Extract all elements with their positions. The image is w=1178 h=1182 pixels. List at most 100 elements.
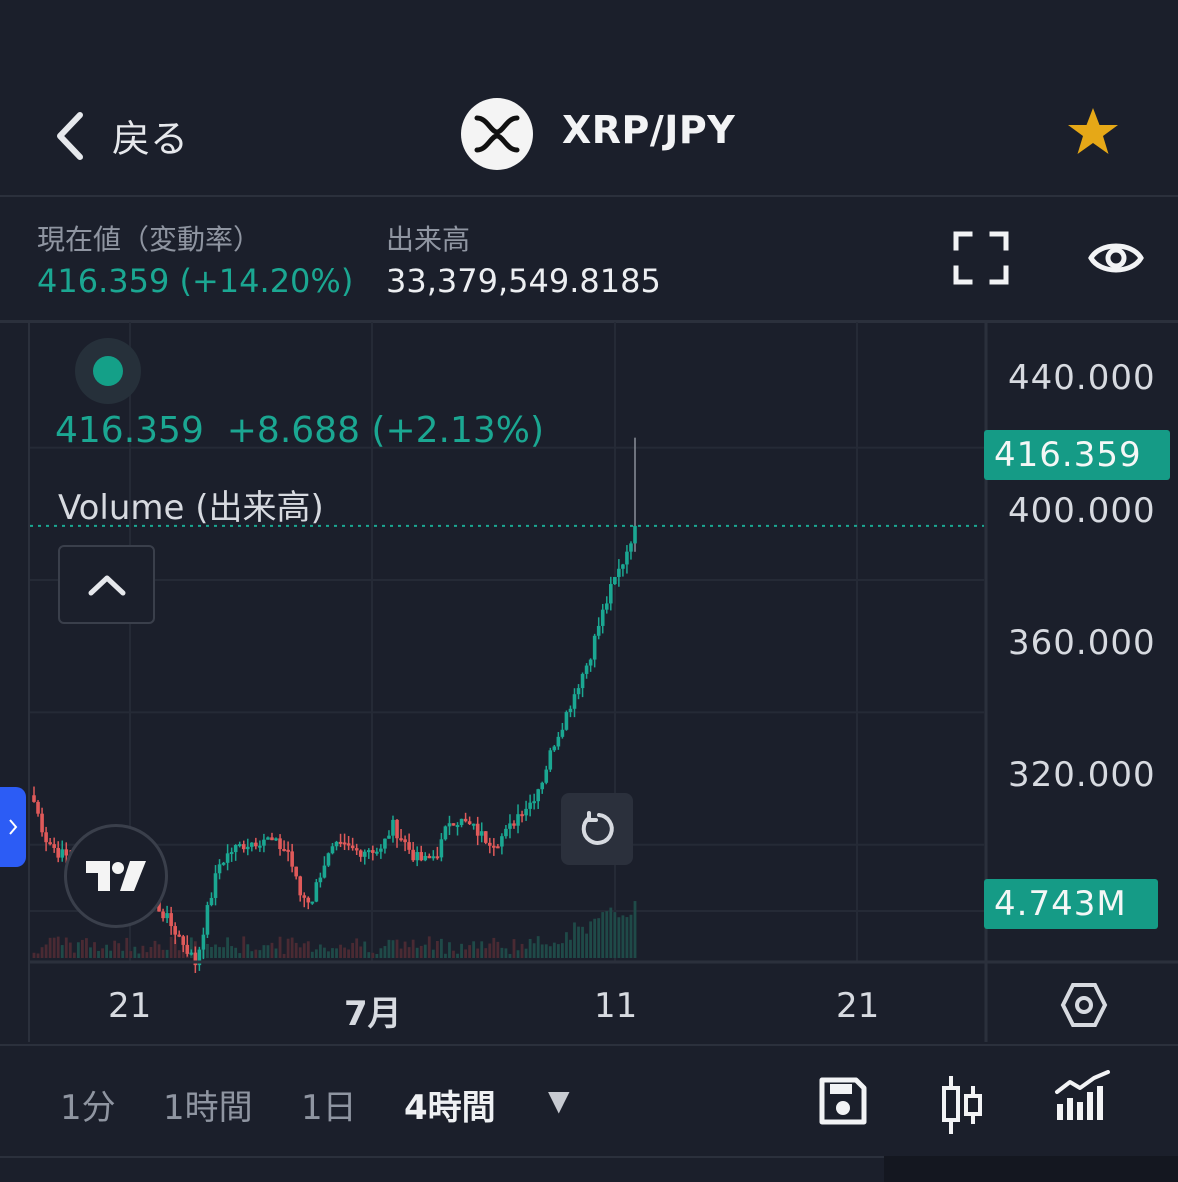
candle-body [600,609,605,626]
volume-bar [258,950,262,958]
volume-bar [512,939,516,958]
volume-bar [496,941,500,958]
candle-body [492,845,496,848]
volume-bar [298,947,302,958]
volume-bar [52,937,56,958]
candle-body [536,789,540,802]
candle-body [266,837,270,840]
candle-body [431,856,436,859]
volume-bar [266,945,270,958]
tradingview-logo-icon[interactable] [64,824,168,928]
back-button[interactable]: 戻る [52,108,188,163]
volume-bar [85,938,88,958]
volume-bar [540,944,544,958]
candle-body [225,853,230,863]
legend-status-dot [93,356,123,386]
volume-bar [56,936,60,958]
side-panel-handle[interactable] [0,787,26,867]
candle-body [447,823,452,827]
candle-body [326,853,331,866]
candle-body [165,913,169,919]
candle-body [588,659,593,666]
candle-body [423,855,428,861]
star-icon[interactable] [1066,106,1120,167]
volume-bar [294,942,298,958]
volume-bar [427,936,431,958]
candle-body [475,823,480,836]
volume-bar [621,915,625,958]
candle-body [608,584,613,604]
timeframe-1min[interactable]: 1分 [60,1088,116,1128]
volume-bar [222,947,225,958]
candle-body [548,750,553,770]
candle-body [286,849,290,852]
candle-body [294,866,298,877]
candlestick-icon[interactable] [940,1074,984,1136]
eye-icon[interactable] [1088,236,1144,280]
volume-bar [375,953,379,958]
price-value: 416.359 (+14.20%) [37,262,354,300]
candle-body [306,897,311,903]
candle-body [625,551,629,565]
fullscreen-icon[interactable] [952,230,1010,286]
hexagon-settings-icon[interactable] [1060,982,1108,1028]
volume-bar [60,945,64,958]
volume-bar [177,950,181,958]
volume-bar [40,947,44,958]
y-label: 360.000 [1008,623,1156,663]
candle-body [544,769,549,783]
timeframe-1hour[interactable]: 1時間 [163,1088,253,1128]
volume-bar [314,949,318,958]
volume-bar [254,949,258,958]
volume-bar [347,949,351,958]
y-label: 320.000 [1008,755,1156,795]
candle-body [528,802,532,809]
candle-body [318,877,323,883]
candle-body [455,825,460,828]
candle-body [258,845,262,848]
volume-bar [169,936,173,958]
volume-bar [165,949,169,958]
volume-bar [605,911,609,958]
timeframe-dropdown[interactable]: ▼ [548,1084,570,1117]
candle-body [270,837,274,841]
candle-body [366,850,371,853]
volume-bar [411,939,415,958]
candle-body [205,905,210,935]
candle-body [322,865,327,878]
candle-body [532,801,536,804]
indicators-icon[interactable] [1054,1070,1112,1122]
volume-bar [629,914,633,958]
volume-bar [206,943,209,958]
x-label: 21 [836,986,880,1026]
candle-body [399,838,403,841]
timeframe-1day[interactable]: 1日 [301,1088,357,1128]
volume-label: 出来高 [386,223,471,256]
candle-body [193,952,198,966]
back-label: 戻る [112,117,189,161]
volume-bar [633,901,637,958]
volume-bar [331,948,334,958]
volume-bar [565,932,568,958]
volume-bar [399,948,403,958]
volume-bar [93,942,96,958]
volume-bar [101,948,104,958]
volume-bar [504,948,508,958]
volume-bar [560,943,564,958]
candle-body [540,782,545,790]
volume-bar [351,942,355,958]
candle-body [201,934,206,950]
reset-chart-button[interactable] [561,793,633,865]
collapse-legend-button[interactable] [58,545,155,624]
candle-body [487,842,492,846]
volume-bar [121,950,125,958]
volume-bar [617,917,621,958]
legend-toggle[interactable] [75,338,141,404]
legend-volume[interactable]: Volume (出来高) [58,488,324,528]
volume-bar [157,944,161,958]
save-icon[interactable] [818,1076,868,1126]
volume-bar [585,933,588,958]
candle-body [245,846,250,850]
timeframe-4hour[interactable]: 4時間 [404,1088,496,1128]
candle-body [262,839,266,846]
